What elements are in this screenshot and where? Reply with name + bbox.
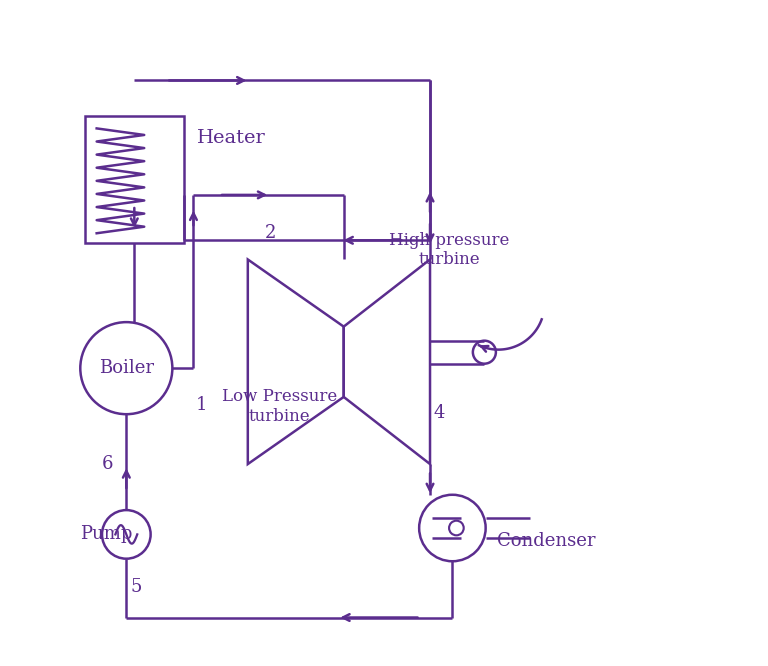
Bar — [84, 116, 184, 244]
Text: Boiler: Boiler — [99, 359, 154, 377]
Text: Heater: Heater — [197, 129, 266, 147]
Text: 6: 6 — [101, 455, 113, 473]
Text: Low Pressure
turbine: Low Pressure turbine — [222, 388, 337, 425]
Text: Pump: Pump — [80, 525, 132, 543]
Text: Condenser: Condenser — [497, 531, 596, 550]
Text: 1: 1 — [196, 396, 207, 414]
Text: High pressure
turbine: High pressure turbine — [389, 232, 509, 268]
Text: 4: 4 — [434, 404, 445, 422]
Text: 2: 2 — [264, 224, 276, 242]
Text: 5: 5 — [131, 579, 141, 597]
